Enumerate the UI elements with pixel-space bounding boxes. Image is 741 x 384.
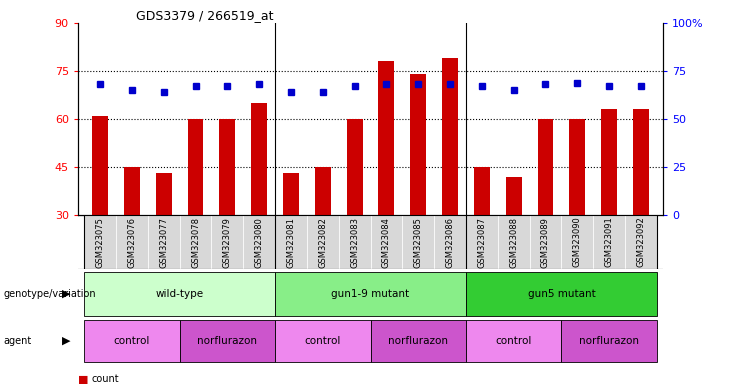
Text: GSM323091: GSM323091 (605, 217, 614, 267)
Bar (505, 177, 522, 215)
Bar (211, 215, 243, 269)
Text: GSM323081: GSM323081 (287, 217, 296, 268)
Bar (179, 319, 275, 362)
Bar (179, 215, 211, 269)
Bar (339, 215, 370, 269)
Text: GSM323083: GSM323083 (350, 217, 359, 268)
Text: gun5 mutant: gun5 mutant (528, 289, 595, 299)
Text: wild-type: wild-type (156, 289, 204, 299)
Text: GSM323079: GSM323079 (223, 217, 232, 268)
Bar (116, 215, 147, 269)
Bar (243, 215, 275, 269)
Text: agent: agent (4, 336, 32, 346)
Bar (498, 215, 530, 269)
Bar (379, 61, 394, 215)
Bar (601, 109, 617, 215)
Text: ▶: ▶ (62, 289, 70, 299)
Bar (84, 271, 275, 316)
Bar (633, 109, 649, 215)
Bar (307, 215, 339, 269)
Bar (466, 271, 657, 316)
Bar (275, 319, 370, 362)
Bar (315, 167, 330, 215)
Bar (251, 103, 267, 215)
Text: norflurazon: norflurazon (388, 336, 448, 346)
Bar (594, 215, 625, 269)
Text: GSM323085: GSM323085 (413, 217, 422, 268)
Bar (84, 215, 116, 269)
Bar (402, 215, 434, 269)
Bar (84, 319, 179, 362)
Bar (187, 119, 204, 215)
Text: genotype/variation: genotype/variation (4, 289, 96, 299)
Text: GSM323078: GSM323078 (191, 217, 200, 268)
Bar (124, 167, 140, 215)
Bar (569, 119, 585, 215)
Bar (442, 58, 458, 215)
Bar (466, 319, 562, 362)
Bar (530, 215, 562, 269)
Text: control: control (496, 336, 532, 346)
Text: norflurazon: norflurazon (197, 336, 257, 346)
Text: GDS3379 / 266519_at: GDS3379 / 266519_at (136, 9, 274, 22)
Text: GSM323075: GSM323075 (96, 217, 104, 268)
Bar (434, 215, 466, 269)
Text: ▶: ▶ (62, 336, 70, 346)
Text: GSM323084: GSM323084 (382, 217, 391, 268)
Text: GSM323080: GSM323080 (255, 217, 264, 268)
Text: norflurazon: norflurazon (579, 336, 639, 346)
Bar (275, 215, 307, 269)
Text: gun1-9 mutant: gun1-9 mutant (331, 289, 410, 299)
Text: control: control (113, 336, 150, 346)
Text: GSM323082: GSM323082 (319, 217, 328, 268)
Bar (283, 174, 299, 215)
Bar (474, 167, 490, 215)
Text: control: control (305, 336, 341, 346)
Bar (147, 215, 179, 269)
Bar (411, 74, 426, 215)
Bar (370, 215, 402, 269)
Text: GSM323092: GSM323092 (637, 217, 645, 267)
Text: GSM323086: GSM323086 (445, 217, 454, 268)
Text: GSM323076: GSM323076 (127, 217, 136, 268)
Bar (625, 215, 657, 269)
Bar (370, 319, 466, 362)
Text: GSM323077: GSM323077 (159, 217, 168, 268)
Bar (92, 116, 108, 215)
Text: GSM323089: GSM323089 (541, 217, 550, 268)
Text: count: count (91, 374, 119, 384)
Bar (466, 215, 498, 269)
Bar (219, 119, 236, 215)
Bar (562, 319, 657, 362)
Text: ■: ■ (78, 374, 88, 384)
Text: GSM323088: GSM323088 (509, 217, 518, 268)
Text: GSM323087: GSM323087 (477, 217, 486, 268)
Bar (562, 215, 594, 269)
Bar (156, 174, 172, 215)
Bar (347, 119, 362, 215)
Bar (275, 271, 466, 316)
Bar (537, 119, 554, 215)
Text: GSM323090: GSM323090 (573, 217, 582, 267)
